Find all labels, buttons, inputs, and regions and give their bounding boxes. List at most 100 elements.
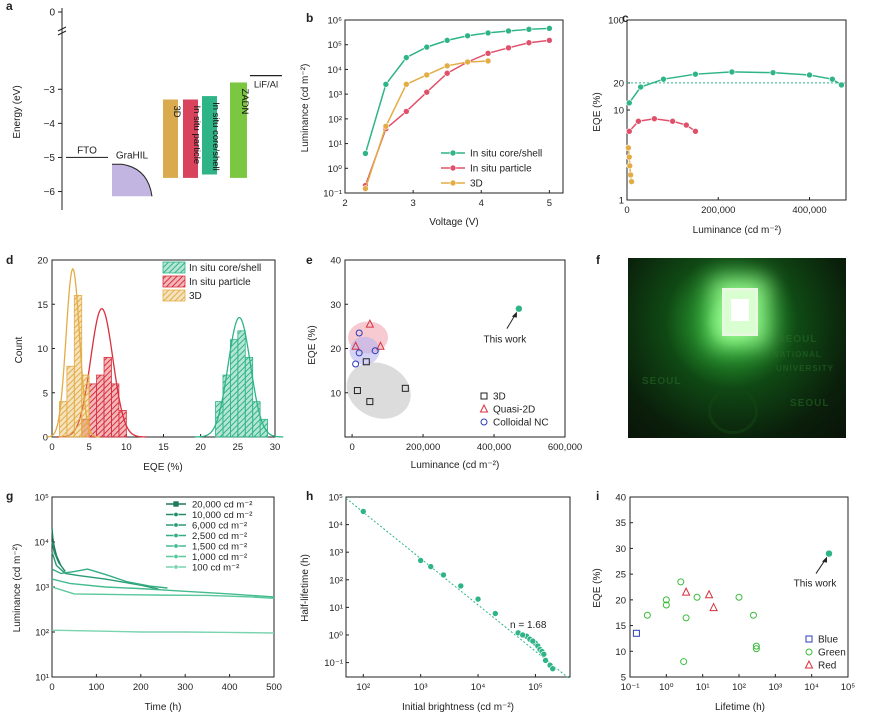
tick-label-h: 10⁴ [471,682,486,693]
tick-label-i: 10⁻¹ [621,682,640,693]
data-point-c [660,75,667,83]
ytick-label-c: 10 [613,106,624,117]
ytick-h-label: 10⁴ [328,520,343,531]
data-point-c [625,127,633,135]
legend-label-g: 100 cd m⁻² [192,563,239,574]
histogram-bar [237,330,246,438]
tick-label-d: 5 [87,442,92,453]
tick-label-g: 100 [88,682,104,693]
legend-marker-g [173,511,179,517]
photo-text-seoul: SEOUL [778,334,818,345]
legend-label-g: 6,000 cd m⁻² [192,521,247,532]
histogram-bar [229,339,239,438]
legend-marker-g [173,553,179,559]
ytick-b-label: 10⁻¹ [323,189,342,200]
legend-marker-b [449,179,457,187]
panel-label-c: c [622,11,629,25]
ytick-g-label: 10² [35,628,49,639]
x-label-c: Luminance (cd m⁻²) [693,225,782,236]
data-point-e [355,329,363,337]
axis-break [57,30,67,36]
tick-label-e: 200,000 [406,442,440,453]
data-point-i [662,596,670,604]
data-point-b [484,49,492,57]
axis-break [57,26,67,32]
tick-label-b: 4 [479,198,484,209]
tick-label-g: 0 [49,682,54,693]
legend-swatch-d [162,275,186,288]
this-work-point-i [825,549,833,558]
x-label-d: EQE (%) [143,462,182,473]
ytick-label-i: 25 [615,570,626,581]
histogram-bar [88,383,97,438]
ytick-h-label: 10⁵ [328,493,343,504]
tick-label-e: 600,000 [548,442,582,453]
data-point-i [680,658,688,666]
data-point-c [627,171,634,179]
y-label-b: Luminance (cd m⁻²) [300,64,311,153]
annotation-h: n = 1.68 [510,620,547,631]
data-point-h [549,665,557,672]
legend-label-g: 2,500 cd m⁻² [192,531,247,542]
ytick-label-c: 1 [619,196,624,207]
legend-label-g: 1,500 cd m⁻² [192,542,247,553]
ytick-h-label: 10¹ [329,603,343,614]
data-point-h [417,557,424,564]
ytick-label-e: 30 [330,300,341,311]
panel-label-i: i [596,489,599,503]
tick-label-e: 0 [349,442,354,453]
data-point-i [682,614,690,622]
data-point-h [519,631,527,639]
histogram-bar [215,401,224,438]
data-point-e [355,349,363,357]
x-label-g: Time (h) [145,702,182,713]
grahil-label: GraHIL [116,150,149,161]
gaussian-fit-d-2 [46,267,100,438]
tick-label-c: 0 [624,205,629,216]
x-label-h: Initial brightness (cd m⁻²) [402,702,514,713]
histogram-bar [96,374,105,438]
ytick-label-c: 20 [613,78,624,89]
legend-label-e: 3D [493,392,506,403]
data-point-c [625,99,633,107]
legend-marker-g [173,543,179,549]
data-point-b [546,25,553,32]
ytick-label-i: 40 [615,493,626,504]
ytick-label-d: 5 [43,388,48,399]
data-point-i [704,589,714,599]
data-point-i [693,593,701,601]
band-label: In situ particle [191,106,202,165]
ytick-g-label: 10¹ [35,673,49,684]
tick-label-g: 500 [266,682,282,693]
data-point-c [769,69,777,76]
annotation-arrowhead-i [822,556,828,563]
ytick-h-label: 10⁻¹ [324,658,343,669]
legend-marker-e [480,392,488,400]
annotation-e: This work [483,335,527,346]
ytick-b-label: 10⁵ [327,40,342,51]
tick-label-b: 5 [547,198,552,209]
data-point-b [423,71,431,79]
data-point-b [403,81,410,88]
panel-label-d: d [6,253,13,267]
data-point-h [540,650,548,658]
panel-label-e: e [306,253,313,267]
series-line-g-3 [51,568,168,589]
data-point-h [529,637,537,645]
band-in-situ-particle [183,99,198,178]
tick-label-d: 10 [121,442,132,453]
ytick-label-i: 15 [615,621,626,632]
data-point-b [546,37,553,44]
legend-marker-i [805,648,813,656]
legend-label-g: 20,000 cd m⁻² [192,500,252,511]
tick-label-d: 25 [233,442,244,453]
y-label-c: EQE (%) [592,92,603,131]
data-point-c [635,117,642,125]
band-label: ZADN [239,88,250,114]
data-point-i [677,578,685,586]
plot-frame-h [345,496,571,678]
grahil-shape [112,164,152,197]
x-label-b: Voltage (V) [429,217,478,228]
legend-marker-g [173,522,179,528]
data-point-b [525,26,533,33]
